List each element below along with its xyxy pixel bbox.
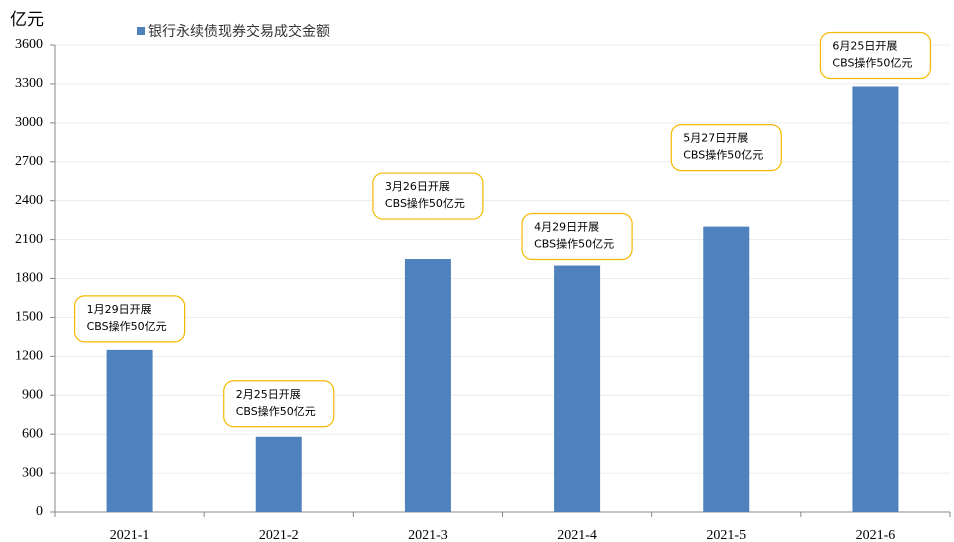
- bar: [255, 436, 302, 512]
- annotation-text: 6月25日开展: [832, 40, 897, 53]
- y-tick-label: 1800: [15, 271, 43, 286]
- annotation-text: CBS操作50亿元: [683, 148, 763, 162]
- annotation-text: 3月26日开展: [385, 180, 450, 193]
- x-tick-label: 2021-2: [259, 528, 299, 542]
- y-tick-label: 900: [22, 387, 43, 402]
- bar: [703, 226, 750, 512]
- annotation-box: [223, 380, 335, 428]
- y-tick-label: 1500: [15, 310, 43, 325]
- legend-swatch: [137, 27, 145, 35]
- y-axis-label: 亿元: [10, 10, 44, 30]
- y-tick-label: 2100: [15, 232, 43, 247]
- annotation-text: 2月25日开展: [236, 388, 301, 401]
- annotation-box: [521, 212, 633, 261]
- y-tick-label: 0: [36, 504, 43, 519]
- y-tick-label: 2700: [15, 154, 43, 169]
- y-tick-label: 3000: [15, 115, 43, 130]
- annotation-text: 4月29日开展: [534, 221, 599, 234]
- y-tick-label: 300: [22, 465, 43, 480]
- y-tick-label: 2400: [15, 193, 43, 208]
- x-tick-label: 2021-5: [706, 528, 746, 542]
- y-tick-label: 3300: [15, 76, 43, 91]
- annotation-text: CBS操作50亿元: [385, 196, 465, 210]
- annotation-text: CBS操作50亿元: [236, 404, 316, 418]
- x-tick-label: 2021-6: [856, 528, 896, 542]
- bar: [404, 259, 451, 512]
- x-tick-label: 2021-4: [557, 528, 597, 542]
- annotation-box: [372, 172, 484, 220]
- y-tick-label: 3600: [15, 37, 43, 52]
- annotation-text: 1月29日开展: [87, 303, 152, 316]
- bar: [852, 86, 899, 512]
- annotation-text: CBS操作50亿元: [87, 319, 167, 333]
- bar: [554, 265, 601, 512]
- annotation-box: [670, 124, 782, 172]
- annotation-box: [73, 295, 186, 343]
- x-tick-label: 2021-3: [408, 528, 448, 542]
- y-tick-label: 600: [22, 426, 43, 441]
- y-tick-label: 1200: [15, 349, 43, 364]
- annotation-box: [819, 31, 932, 80]
- bar: [106, 349, 153, 512]
- annotation-text: CBS操作50亿元: [534, 237, 614, 251]
- legend-label: 银行永续债现券交易成交金额: [148, 23, 330, 40]
- annotation-text: 5月27日开展: [683, 132, 748, 145]
- annotation-text: CBS操作50亿元: [832, 56, 912, 70]
- x-tick-label: 2021-1: [110, 528, 150, 542]
